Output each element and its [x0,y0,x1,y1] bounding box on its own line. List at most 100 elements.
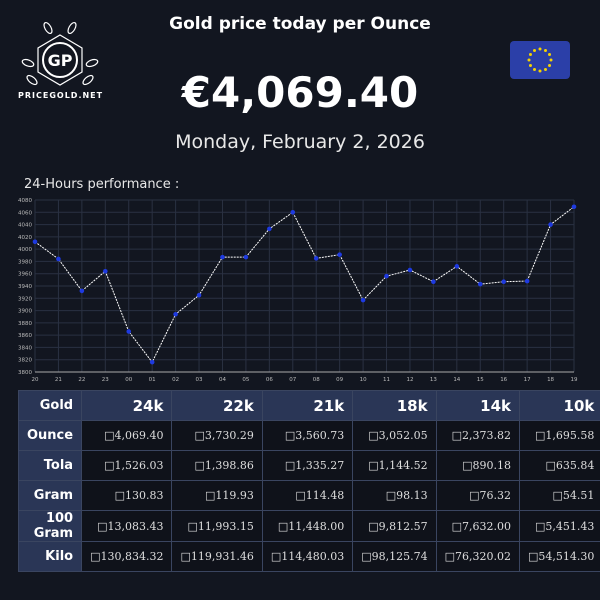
x-tick-label: 16 [500,377,507,383]
y-tick-label: 3940 [18,284,32,290]
logo-initials: GP [48,51,73,70]
series-line [34,206,575,364]
y-tick-label: 3920 [18,296,32,302]
price-cell: □3,560.73 [261,420,354,451]
data-point [79,288,85,294]
table-row: Ounce □4,069.40 □3,730.29 □3,560.73 □3,052.0… [17,420,600,451]
price-cell: □130,834.32 [81,541,173,572]
y-tick-label: 3980 [18,259,32,265]
data-point [431,279,436,284]
y-tick-label: 4060 [18,210,32,216]
data-point [501,279,506,284]
price-chart: 3800 3820 3840 3860 3880 3900 3920 3940 3960 3980… [18,198,578,383]
star-icon [538,47,542,51]
price-cell: □1,144.52 [352,450,437,481]
data-point [56,256,61,262]
table-row: Tola □1,526.03 □1,398.86 □1,335.27 □1,144.52… [17,450,600,481]
table-row: 100 Gram □13,083.43 □11,993.15 □11,448.00 □9… [17,510,600,542]
data-point [220,254,225,260]
x-tick-label: 13 [430,377,437,383]
x-tick-label: 02 [172,377,179,383]
data-point [384,273,389,279]
price-cell: □1,398.86 [171,450,263,481]
data-point [103,268,108,274]
column-header: 14k [435,390,521,421]
data-point [173,311,178,317]
price-cell: □9,812.57 [352,510,437,542]
data-point [454,264,460,269]
data-point [571,204,577,210]
price-table: Gold 24k 22k 21k 18k 14k 10k Ounce □4,069.40 □3,… [17,390,600,572]
price-cell: □11,993.15 [171,510,263,542]
x-tick-label: 09 [336,377,343,383]
gold-price: €4,069.40 [181,68,419,117]
y-tick-label: 3840 [18,345,32,351]
x-tick-label: 22 [78,377,85,383]
price-cell: □3,052.05 [352,420,437,451]
data-point [126,329,132,334]
data-point [243,254,249,260]
price-cell: □76.32 [435,480,521,511]
x-tick-label: 08 [313,377,320,383]
page-title: Gold price today per Ounce [169,14,431,34]
y-tick-label: 4000 [18,247,32,253]
price-date: Monday, February 2, 2026 [175,131,425,153]
price-cell: □114,480.03 [261,541,354,572]
x-tick-label: 17 [524,377,531,383]
chart-title: 24-Hours performance : [24,177,180,192]
price-cell: □13,083.43 [81,510,173,542]
logo: GP [21,21,99,86]
data-point [548,222,553,227]
x-tick-label: 00 [125,377,132,383]
star-icon [533,48,536,52]
star-icon [548,64,552,67]
star-icon [533,68,536,72]
x-tick-label: 03 [196,377,203,383]
x-tick-label: 23 [102,377,109,383]
data-point [337,252,342,257]
data-point [407,267,413,273]
data-point [524,278,530,284]
data-point [32,239,38,245]
data-point [477,281,483,287]
price-cell: □119,931.46 [171,541,263,572]
data-point [196,292,202,298]
y-tick-label: 4020 [18,235,32,241]
row-label: Kilo [17,541,83,572]
x-tick-label: 12 [406,377,413,383]
star-icon [528,64,532,67]
eu-flag-icon [510,41,570,79]
price-cell: □1,335.27 [261,450,354,481]
x-tick-label: 20 [32,377,39,383]
row-label: Gram [17,480,83,511]
row-label: Tola [17,450,83,481]
y-tick-label: 3900 [18,309,32,315]
price-cell: □5,451.43 [518,510,600,542]
column-header: 22k [171,390,263,421]
price-cell: □98.13 [352,480,437,511]
x-tick-label: 11 [383,377,390,383]
star-icon [544,48,547,52]
x-tick-label: 05 [242,377,249,383]
price-cell: □114.48 [261,480,354,511]
price-cell: □1,695.58 [518,420,600,451]
y-tick-label: 3800 [18,370,32,376]
price-cell: □635.84 [518,450,600,481]
star-icon [528,53,532,56]
table-row: Kilo □130,834.32 □119,931.46 □114,480.03 □98… [17,541,600,572]
row-label: Ounce [17,420,83,451]
x-tick-label: 04 [219,377,226,383]
price-cell: □11,448.00 [261,510,354,542]
x-tick-label: 14 [453,377,460,383]
y-tick-label: 3960 [18,272,32,278]
star-icon [548,53,552,56]
column-header: 21k [261,390,354,421]
price-cell: □98,125.74 [352,541,437,572]
data-point [313,256,319,261]
x-tick-label: 06 [266,377,273,383]
price-cell: □130.83 [81,480,173,511]
price-cell: □54.51 [518,480,600,511]
price-cell: □890.18 [435,450,521,481]
y-tick-label: 3860 [18,333,32,339]
logo-text: PRICEGOLD.NET [18,91,104,100]
